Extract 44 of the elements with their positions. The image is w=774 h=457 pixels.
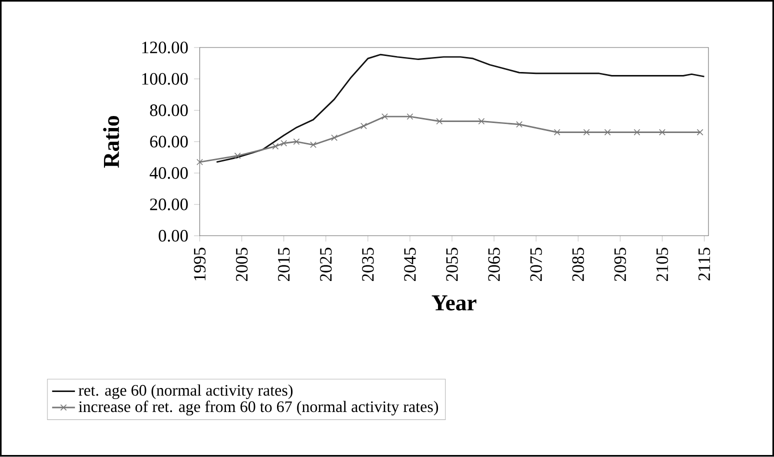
point xyxy=(478,118,485,125)
point xyxy=(293,138,300,146)
x-tick-label: 2025 xyxy=(320,248,332,282)
point xyxy=(604,129,611,136)
point xyxy=(406,114,414,120)
point xyxy=(331,134,338,142)
y-tick-label: 0.00 xyxy=(158,230,188,242)
point xyxy=(516,121,522,128)
x-tick-label: 2045 xyxy=(404,248,416,282)
point xyxy=(196,159,203,166)
point xyxy=(658,129,666,136)
point xyxy=(583,129,590,136)
y-tick-label: 20.00 xyxy=(150,198,188,211)
legend-label: ret. age 60 (normal activity rates) xyxy=(78,384,293,400)
x-tick-label: 2095 xyxy=(614,248,626,282)
x-tick-label: 2005 xyxy=(236,248,248,282)
point xyxy=(381,114,388,120)
x-tick-label: 2035 xyxy=(362,248,374,282)
x-tick-label: 2105 xyxy=(656,248,668,282)
x-axis-title: Year xyxy=(432,296,476,311)
y-tick-label: 60.00 xyxy=(150,136,188,148)
point xyxy=(554,129,560,136)
y-tick-label: 80.00 xyxy=(150,104,188,116)
point xyxy=(310,142,316,148)
x-tick-label: 2055 xyxy=(446,248,458,282)
point xyxy=(280,140,288,147)
x-tick-label: 2085 xyxy=(572,248,584,282)
point xyxy=(360,122,367,130)
line-series xyxy=(216,54,705,164)
point xyxy=(436,118,443,125)
y-tick-label: 120.00 xyxy=(142,42,188,54)
point xyxy=(234,152,241,160)
x-tick-label: 2015 xyxy=(278,248,290,282)
point xyxy=(696,129,704,136)
y-tick-label: 40.00 xyxy=(150,167,188,180)
x-tick-label: 1995 xyxy=(194,248,206,280)
x-tick-label: 2075 xyxy=(530,248,542,282)
point xyxy=(634,129,640,136)
point xyxy=(272,143,279,150)
y-tick-label: 100.00 xyxy=(142,73,188,86)
legend-label: increase of ret. age from 60 to 67 (normal activity rates) xyxy=(78,400,438,416)
y-axis-title: Ratio xyxy=(103,116,120,168)
x-tick-label: 2065 xyxy=(488,248,500,282)
x-tick-label: 2115 xyxy=(698,248,710,281)
